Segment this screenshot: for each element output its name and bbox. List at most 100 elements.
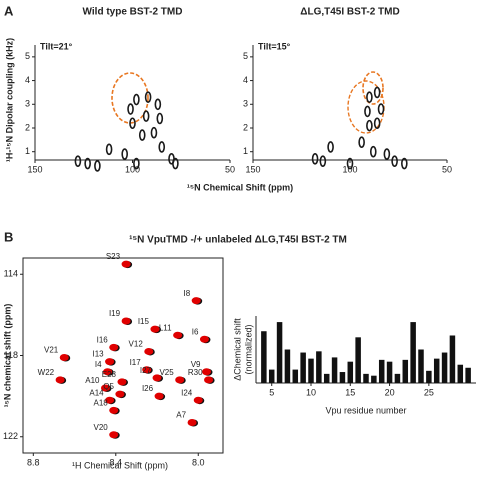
peak-label: A14	[89, 388, 104, 397]
peak	[150, 325, 160, 333]
contour-peak	[366, 91, 373, 103]
peak	[59, 354, 69, 362]
peak-label: A10	[85, 376, 100, 385]
y-tick-label: 5	[243, 51, 248, 61]
y-tick-label: 2	[25, 122, 30, 132]
bar	[308, 358, 314, 383]
contour-peak	[127, 103, 134, 115]
contour-peak	[366, 119, 373, 132]
peak-label: I8	[184, 289, 191, 298]
y-tick-label: 122	[3, 431, 18, 441]
chart-title: Wild type BST-2 TMD	[83, 7, 183, 18]
peak	[204, 376, 214, 384]
peak-label: I16	[97, 335, 109, 344]
peak	[144, 347, 154, 355]
contour-peak	[150, 126, 158, 139]
bar	[363, 373, 369, 383]
peak-label: A18	[93, 398, 108, 407]
contour-peak	[129, 117, 136, 130]
y-axis-label: (normalized)	[243, 324, 253, 374]
x-tick-label: 100	[125, 164, 140, 174]
peak-label: V12	[129, 340, 144, 349]
bar	[457, 364, 464, 383]
peak-label: S23	[106, 252, 121, 261]
x-tick-label: 5	[269, 387, 274, 397]
bar	[276, 322, 283, 383]
bar	[347, 361, 354, 383]
y-tick-label: 1	[25, 146, 30, 156]
y-tick-label: 118	[4, 350, 18, 360]
peak-label: I27	[140, 366, 152, 375]
panel-label: B	[4, 229, 13, 244]
panel-label: A	[4, 3, 14, 18]
contour-peak	[311, 153, 319, 165]
bar	[331, 357, 338, 383]
bar	[268, 369, 275, 383]
peak-label: I19	[109, 309, 121, 318]
contour-peak	[319, 155, 327, 167]
y-tick-label: 5	[25, 51, 30, 61]
y-tick-label: 3	[243, 99, 248, 109]
x-tick-label: 50	[442, 164, 452, 174]
peak-label: A7	[176, 411, 186, 420]
peak	[154, 392, 164, 400]
bar	[426, 370, 432, 383]
y-axis-label: ¹H-¹⁵N Dipolar coupling (kHz)	[4, 38, 14, 162]
peak	[193, 396, 203, 404]
peak-label: R30	[188, 368, 203, 377]
y-tick-label: 2	[243, 122, 248, 132]
contour-peak	[156, 112, 164, 125]
peak-label: I24	[181, 388, 193, 397]
x-tick-label: 50	[225, 164, 235, 174]
peak	[187, 419, 197, 427]
peak-label: I6	[192, 327, 199, 336]
bar	[300, 352, 306, 383]
y-tick-label: 3	[25, 99, 30, 109]
bar	[394, 373, 401, 383]
chart-title: ΔLG,T45I BST-2 TMD	[300, 7, 399, 18]
bar	[433, 358, 440, 383]
x-tick-label: 8.8	[27, 457, 40, 467]
contour-peak	[94, 160, 101, 172]
bar	[418, 349, 424, 383]
peak	[109, 431, 119, 439]
x-axis-label: ¹⁵N Chemical Shift (ppm)	[187, 182, 293, 192]
contour-peak	[74, 155, 82, 167]
peak	[105, 396, 115, 404]
peak	[109, 343, 119, 351]
y-tick-label: 114	[4, 269, 18, 279]
peak	[152, 374, 162, 382]
contour-peak	[84, 157, 91, 170]
peak	[142, 366, 152, 374]
peak	[100, 384, 110, 392]
x-tick-label: 8.0	[192, 457, 205, 467]
x-tick-label: 15	[345, 387, 355, 397]
x-tick-label: 150	[245, 164, 260, 174]
x-tick-label: 20	[385, 387, 395, 397]
bar	[261, 331, 267, 383]
contour-peak	[133, 157, 140, 170]
peak	[175, 376, 185, 384]
contour-peak	[121, 148, 128, 160]
contour-peak	[133, 93, 140, 106]
chart-title: ¹⁵N VpuTMD -/+ unlabeled ΔLG,T45I BST-2 …	[129, 235, 347, 246]
peak	[103, 368, 113, 376]
contour-peak	[364, 105, 371, 118]
bar	[378, 359, 385, 383]
x-tick-label: 25	[424, 387, 434, 397]
contour-peak	[158, 141, 166, 153]
peak-label: I15	[138, 317, 150, 326]
x-tick-label: 10	[306, 387, 316, 397]
bar	[316, 351, 322, 383]
peak-label: I4	[95, 360, 102, 369]
bar	[371, 375, 377, 383]
x-axis-label: Vpu residue number	[325, 405, 406, 415]
peak-label: L11	[159, 323, 172, 332]
contour-peak	[401, 157, 408, 170]
peak	[191, 297, 201, 305]
peak	[109, 406, 119, 414]
bar	[292, 369, 299, 383]
annotation: Tilt=21°	[40, 41, 73, 51]
peak	[55, 376, 65, 384]
